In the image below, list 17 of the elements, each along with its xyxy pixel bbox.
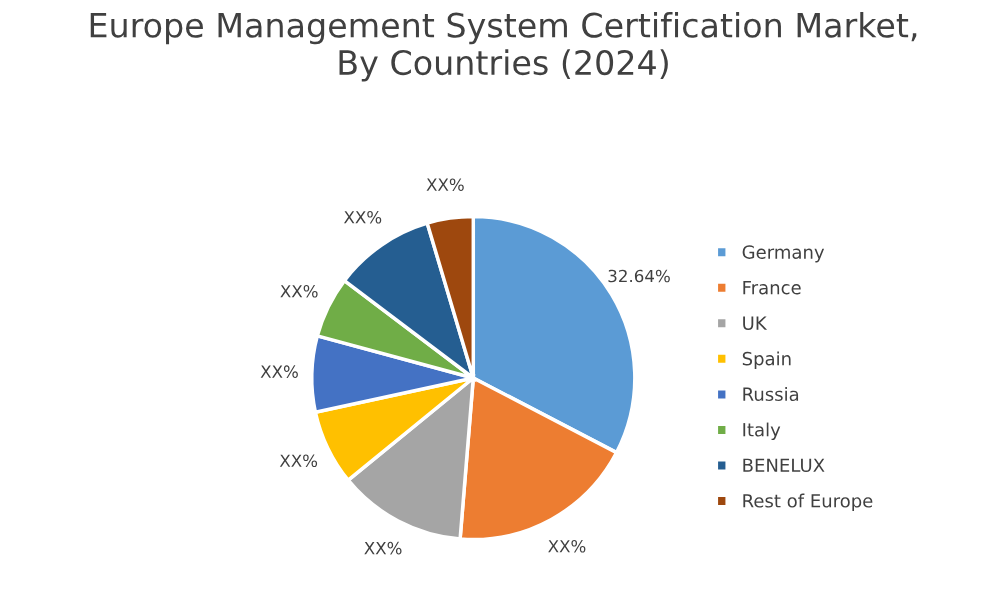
legend-label: Russia: [743, 387, 799, 401]
legend-label: Rest of Europe: [743, 493, 873, 512]
legend-label: UK: [743, 316, 768, 330]
data-label: XX%: [280, 284, 318, 298]
data-label: XX%: [343, 210, 382, 224]
legend-label: Italy: [743, 422, 781, 441]
data-label: XX%: [364, 541, 402, 555]
data-label: XX%: [426, 178, 464, 192]
data-label: 32.64%: [608, 269, 670, 283]
legend-label: BENELUX: [743, 458, 825, 473]
chart-title: Europe Management System Certification Market, By Countries (2024): [90, 12, 917, 82]
legend-label: Germany: [742, 245, 825, 263]
data-label: XX%: [279, 454, 318, 468]
data-label: XX%: [548, 539, 586, 553]
data-label: XX%: [260, 365, 298, 378]
legend-label: Spain: [742, 351, 791, 369]
legend-label: France: [743, 280, 801, 295]
